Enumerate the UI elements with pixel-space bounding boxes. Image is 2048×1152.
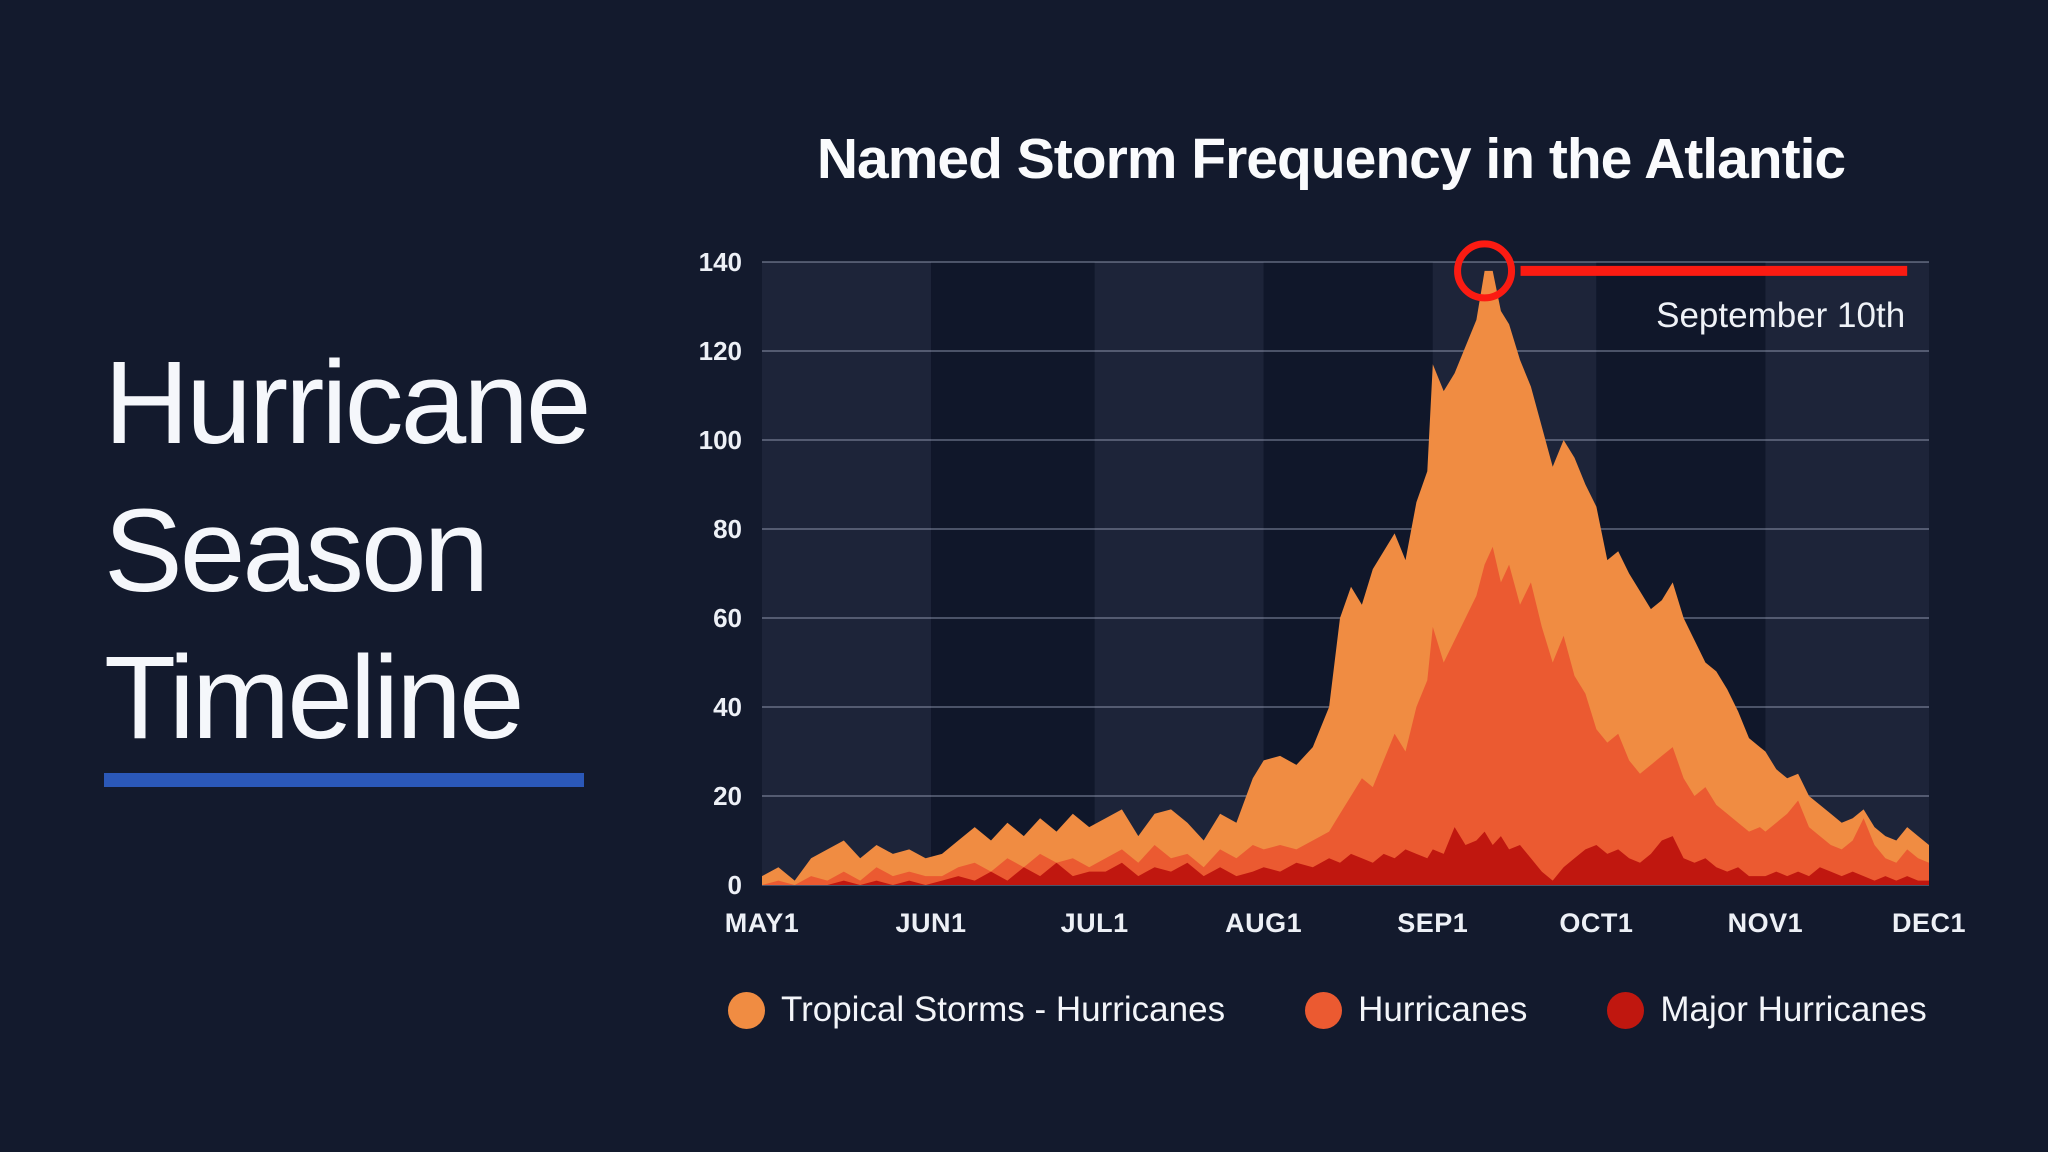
chart-title: Named Storm Frequency in the Atlantic (816, 127, 1846, 191)
month-band (1094, 262, 1264, 885)
legend-dot-icon (1607, 991, 1645, 1029)
legend-label: Hurricanes (1358, 990, 1528, 1029)
y-axis-label: 40 (713, 692, 742, 722)
legend-item: Hurricanes (1305, 990, 1527, 1030)
x-axis-label: MAY1 (724, 908, 800, 938)
y-axis-label: 140 (698, 247, 742, 277)
x-axis-label: SEP1 (1397, 908, 1469, 938)
chart-legend: Tropical Storms - Hurricanes Hurricanes Ma… (728, 990, 1927, 1030)
legend-label: Tropical Storms - Hurricanes (781, 990, 1226, 1029)
peak-annotation-label: September 10th (1656, 296, 1905, 335)
y-axis-label: 80 (713, 514, 742, 544)
page-title-line-2: Season (104, 484, 489, 617)
x-axis-label: AUG1 (1225, 908, 1303, 938)
x-axis-label: DEC1 (1891, 908, 1967, 938)
title-underline (104, 773, 584, 787)
peak-highlight-circle (1454, 240, 1516, 302)
y-axis-label: 60 (713, 603, 742, 633)
page-title-line-1: Hurricane (104, 337, 592, 469)
x-axis-label: JUL1 (1060, 908, 1129, 938)
page-title: Hurricane Season Timeline (104, 330, 592, 773)
y-axis-label: 100 (698, 425, 742, 455)
month-band (762, 262, 932, 885)
major-hurricanes-area (762, 827, 1929, 885)
legend-dot-icon (728, 991, 765, 1029)
month-band (931, 262, 1095, 885)
legend-dot-icon (1305, 991, 1343, 1029)
x-axis-label: JUN1 (895, 908, 967, 938)
storm-frequency-chart: September 10th (762, 240, 1929, 886)
y-axis-label: 120 (698, 336, 742, 366)
y-axis-label: 0 (727, 870, 742, 900)
legend-item: Tropical Storms - Hurricanes (728, 990, 1225, 1030)
legend-item: Major Hurricanes (1607, 990, 1927, 1030)
hurricanes-area (762, 546, 1929, 885)
legend-label: Major Hurricanes (1660, 990, 1927, 1029)
y-axis-label: 20 (713, 781, 742, 811)
tropical-storms-hurricanes-area (762, 270, 1929, 885)
x-axis-label: OCT1 (1559, 908, 1634, 938)
page-title-line-3: Timeline (104, 632, 525, 764)
x-axis-label: NOV1 (1727, 908, 1804, 938)
